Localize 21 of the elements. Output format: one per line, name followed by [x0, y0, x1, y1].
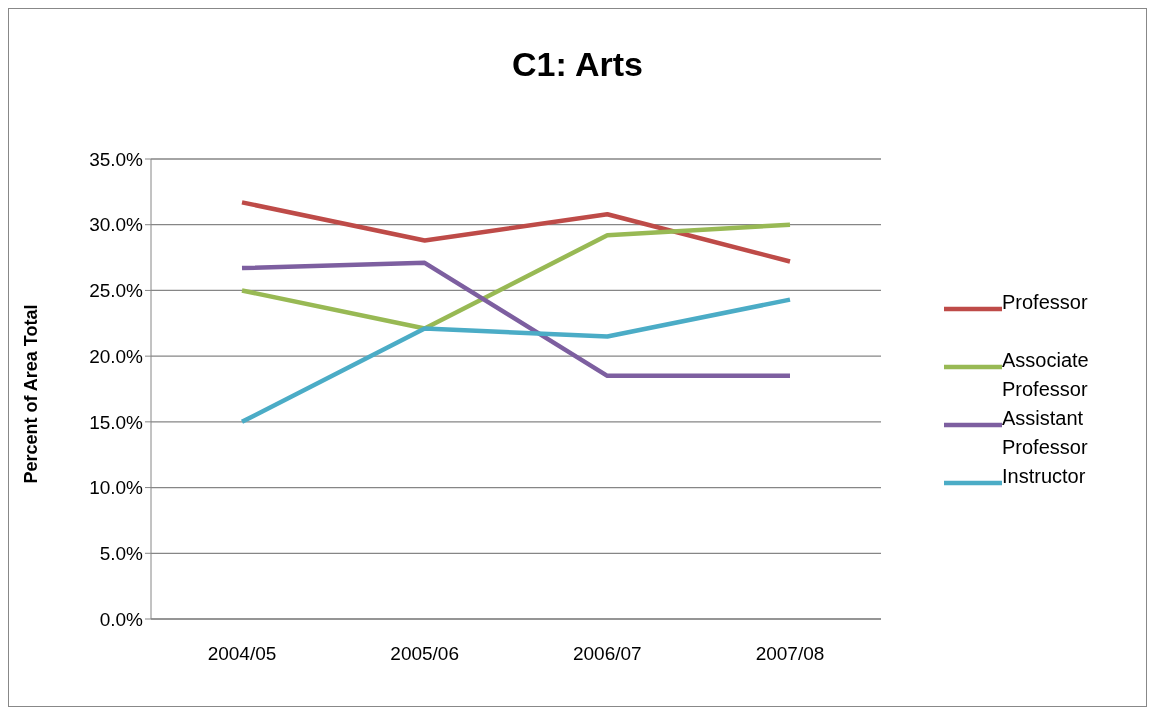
x-tick-label: 2007/08: [755, 643, 825, 665]
x-tick-label: 2006/07: [572, 643, 642, 665]
legend-label: Assistant Professor: [1002, 406, 1089, 460]
legend-label: Associate Professor: [1002, 348, 1090, 402]
legend-label: Professor: [1002, 290, 1089, 315]
y-tick-label: 20.0%: [89, 345, 144, 367]
x-tick-label: 2004/05: [207, 643, 277, 665]
x-tick-label: 2005/06: [390, 643, 460, 665]
y-tick-label: 0.0%: [99, 608, 144, 630]
y-tick-label: 30.0%: [89, 214, 144, 236]
legend-label: Instructor: [1002, 464, 1087, 489]
line-series: [239, 222, 793, 331]
y-tick-label: 35.0%: [89, 148, 144, 170]
y-tick-label: 5.0%: [99, 543, 144, 565]
y-axis-title: Percent of Area Total: [20, 304, 42, 484]
y-tick-label: 10.0%: [89, 477, 144, 499]
line-series: [239, 200, 793, 264]
chart-title: C1: Arts: [511, 45, 644, 84]
y-tick-label: 25.0%: [89, 280, 144, 302]
line-series: [239, 297, 793, 425]
y-tick-label: 15.0%: [89, 411, 144, 433]
